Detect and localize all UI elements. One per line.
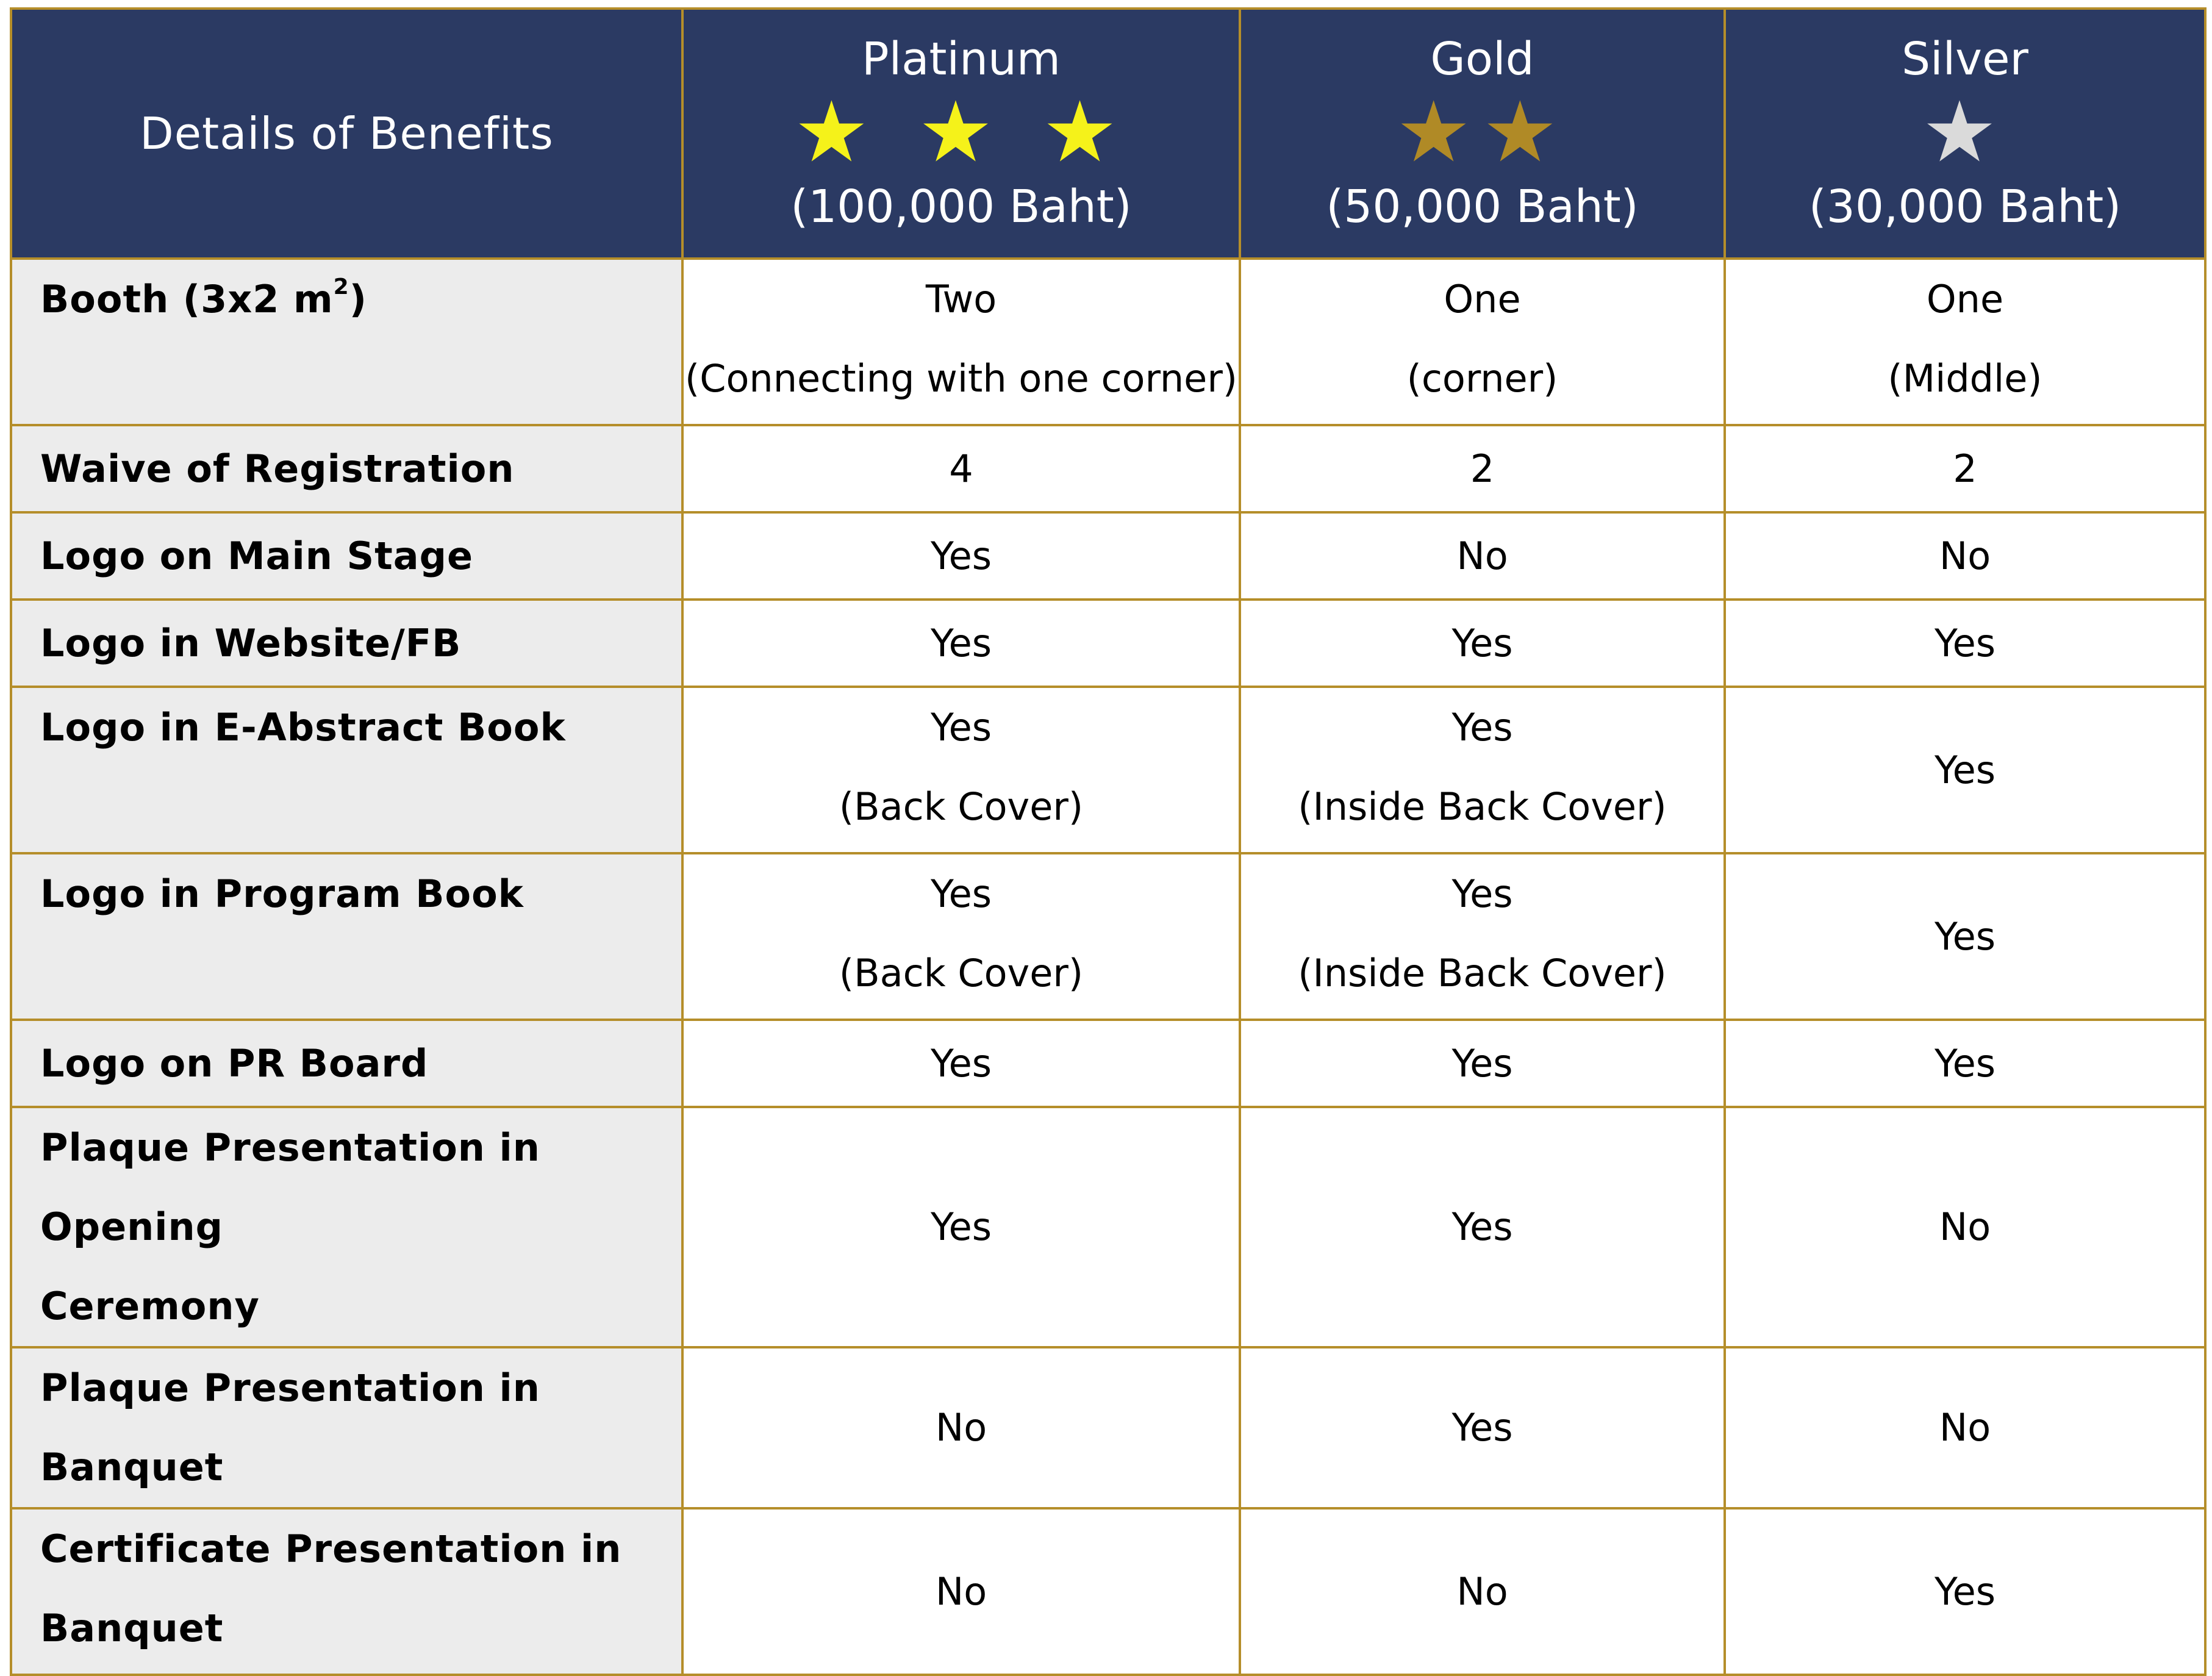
logo-program-book-gold-line-1: Yes [1451, 872, 1513, 916]
booth-silver-line-1: One [1926, 277, 2004, 321]
certificate-banquet-platinum-cell: No [681, 1507, 1241, 1676]
row-label-logo-website: Logo in Website/FB [10, 598, 684, 688]
gold-tier-price: (50,000 Baht) [1326, 181, 1639, 233]
gold-tier-name: Gold [1430, 33, 1534, 85]
logo-main-stage-gold-cell: No [1239, 511, 1726, 601]
logo-main-stage-platinum-cell: Yes [681, 511, 1241, 601]
silver-tier-name: Silver [1902, 33, 2028, 85]
sponsorship-benefits-table: Details of Benefits Platinum ★ ★ ★ (100,… [10, 7, 2207, 1676]
booth-label-superscript: 2 [333, 274, 349, 299]
certificate-banquet-label-line-2: Banquet [40, 1606, 224, 1650]
row-label-plaque-banquet: Plaque Presentation in Banquet [10, 1346, 684, 1509]
logo-program-book-gold-line-2: (Inside Back Cover) [1298, 951, 1667, 995]
logo-program-book-platinum-line-1: Yes [930, 872, 992, 916]
logo-e-abstract-gold-line-2: (Inside Back Cover) [1298, 784, 1667, 829]
benefits-table-container: Details of Benefits Platinum ★ ★ ★ (100,… [10, 7, 2207, 1676]
booth-label-close: ) [349, 277, 368, 321]
platinum-tier-name: Platinum [862, 33, 1061, 85]
row-label-booth: Booth (3x2 m2) [10, 257, 684, 426]
header-gold-cell: Gold ★★ (50,000 Baht) [1239, 7, 1726, 260]
logo-program-book-silver-cell: Yes [1723, 852, 2207, 1021]
logo-pr-board-platinum-cell: Yes [681, 1019, 1241, 1108]
booth-gold-line-1: One [1444, 277, 1521, 321]
table-row-certificate-banquet: Certificate Presentation in Banquet No N… [10, 1507, 2207, 1676]
header-platinum-cell: Platinum ★ ★ ★ (100,000 Baht) [681, 7, 1241, 260]
booth-gold-line-2: (corner) [1406, 356, 1558, 401]
waive-registration-platinum-cell: 4 [681, 424, 1241, 514]
plaque-opening-gold-cell: Yes [1239, 1106, 1726, 1348]
logo-e-abstract-platinum-line-2: (Back Cover) [839, 784, 1084, 829]
waive-registration-silver-cell: 2 [1723, 424, 2207, 514]
logo-main-stage-silver-cell: No [1723, 511, 2207, 601]
waive-registration-gold-cell: 2 [1239, 424, 1726, 514]
gold-star-icons: ★★ [1395, 83, 1569, 181]
certificate-banquet-gold-cell: No [1239, 1507, 1726, 1676]
platinum-tier-price: (100,000 Baht) [790, 181, 1132, 233]
plaque-banquet-platinum-cell: No [681, 1346, 1241, 1509]
booth-label-text: Booth (3x2 m [40, 277, 334, 321]
plaque-opening-silver-cell: No [1723, 1106, 2207, 1348]
logo-website-silver-cell: Yes [1723, 598, 2207, 688]
logo-website-platinum-cell: Yes [681, 598, 1241, 688]
table-row-logo-e-abstract: Logo in E-Abstract Book Yes (Back Cover)… [10, 686, 2207, 854]
certificate-banquet-silver-cell: Yes [1723, 1507, 2207, 1676]
row-label-logo-main-stage: Logo on Main Stage [10, 511, 684, 601]
logo-pr-board-silver-cell: Yes [1723, 1019, 2207, 1108]
logo-website-gold-cell: Yes [1239, 598, 1726, 688]
logo-e-abstract-gold-cell: Yes (Inside Back Cover) [1239, 686, 1726, 854]
booth-silver-cell: One (Middle) [1723, 257, 2207, 426]
silver-star-icon: ★ [1922, 83, 2008, 181]
header-details-cell: Details of Benefits [10, 7, 684, 260]
booth-gold-cell: One (corner) [1239, 257, 1726, 426]
booth-platinum-line-2: (Connecting with one corner) [685, 356, 1237, 401]
logo-e-abstract-platinum-line-1: Yes [930, 705, 992, 750]
header-row: Details of Benefits Platinum ★ ★ ★ (100,… [10, 7, 2207, 260]
row-label-plaque-opening: Plaque Presentation in Opening Ceremony [10, 1106, 684, 1348]
logo-program-book-platinum-cell: Yes (Back Cover) [681, 852, 1241, 1021]
logo-e-abstract-gold-line-1: Yes [1451, 705, 1513, 750]
booth-platinum-cell: Two (Connecting with one corner) [681, 257, 1241, 426]
row-label-logo-pr-board: Logo on PR Board [10, 1019, 684, 1108]
booth-platinum-line-1: Two [925, 277, 997, 321]
certificate-banquet-label-line-1: Certificate Presentation in [40, 1527, 622, 1571]
plaque-opening-platinum-cell: Yes [681, 1106, 1241, 1348]
row-label-logo-e-abstract: Logo in E-Abstract Book [10, 686, 684, 854]
logo-program-book-platinum-line-2: (Back Cover) [839, 951, 1084, 995]
plaque-banquet-gold-cell: Yes [1239, 1346, 1726, 1509]
table-row-logo-program-book: Logo in Program Book Yes (Back Cover) Ye… [10, 852, 2207, 1021]
table-row-plaque-banquet: Plaque Presentation in Banquet No Yes No [10, 1346, 2207, 1509]
plaque-banquet-silver-cell: No [1723, 1346, 2207, 1509]
plaque-opening-label-line-2: Ceremony [40, 1284, 260, 1328]
table-row-logo-website: Logo in Website/FB Yes Yes Yes [10, 598, 2207, 688]
table-row-plaque-opening: Plaque Presentation in Opening Ceremony … [10, 1106, 2207, 1348]
logo-e-abstract-silver-cell: Yes [1723, 686, 2207, 854]
table-row-logo-pr-board: Logo on PR Board Yes Yes Yes [10, 1019, 2207, 1108]
platinum-star-icons: ★ ★ ★ [793, 83, 1129, 181]
table-row-waive-registration: Waive of Registration 4 2 2 [10, 424, 2207, 514]
table-row-logo-main-stage: Logo on Main Stage Yes No No [10, 511, 2207, 601]
logo-program-book-gold-cell: Yes (Inside Back Cover) [1239, 852, 1726, 1021]
logo-pr-board-gold-cell: Yes [1239, 1019, 1726, 1108]
row-label-certificate-banquet: Certificate Presentation in Banquet [10, 1507, 684, 1676]
logo-e-abstract-platinum-cell: Yes (Back Cover) [681, 686, 1241, 854]
plaque-opening-label-line-1: Plaque Presentation in Opening [40, 1125, 540, 1249]
details-of-benefits-heading: Details of Benefits [140, 108, 554, 159]
silver-tier-price: (30,000 Baht) [1808, 181, 2122, 233]
row-label-waive-registration: Waive of Registration [10, 424, 684, 514]
table-row-booth: Booth (3x2 m2) Two (Connecting with one … [10, 257, 2207, 426]
row-label-logo-program-book: Logo in Program Book [10, 852, 684, 1021]
header-silver-cell: Silver ★ (30,000 Baht) [1723, 7, 2207, 260]
booth-silver-line-2: (Middle) [1888, 356, 2042, 401]
